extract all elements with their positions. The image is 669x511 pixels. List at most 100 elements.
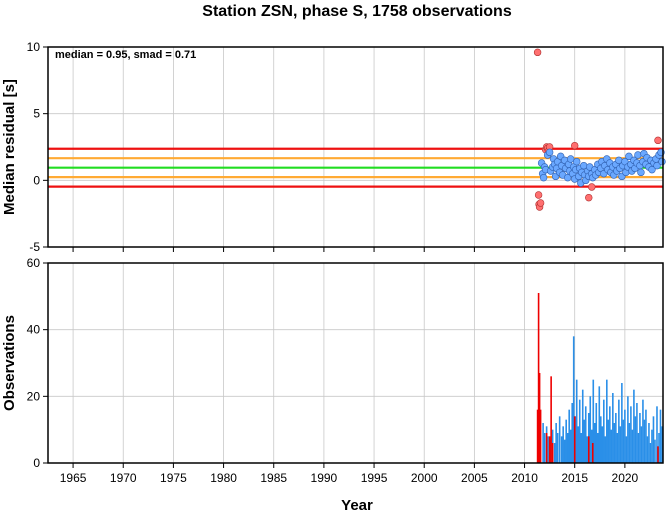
inlier-bar xyxy=(637,433,640,463)
x-tick-label: 1975 xyxy=(160,471,187,485)
inlier-bar xyxy=(603,399,605,463)
x-tick-label: 2005 xyxy=(461,471,488,485)
inlier-bar xyxy=(658,433,660,463)
y-tick-label: 0 xyxy=(33,173,40,187)
x-tick-label: 1980 xyxy=(210,471,237,485)
residual-y-axis-label: Median residual [s] xyxy=(1,79,18,215)
inlier-bar xyxy=(555,423,557,463)
outlier-point xyxy=(588,183,596,191)
inlier-bar xyxy=(566,433,569,463)
y-tick-label: 10 xyxy=(27,40,41,54)
inlier-bar xyxy=(656,406,658,463)
inlier-point xyxy=(648,165,656,174)
inlier-bar xyxy=(607,419,610,463)
inlier-bar xyxy=(661,426,663,463)
inlier-bar xyxy=(652,416,655,463)
inlier-bar xyxy=(589,396,592,463)
inlier-bar xyxy=(560,436,563,463)
y-tick-label: 60 xyxy=(27,256,41,270)
inlier-bar xyxy=(634,416,637,463)
inlier-bar xyxy=(593,423,596,463)
outlier-point xyxy=(534,191,543,199)
outlier-bar xyxy=(573,416,576,463)
inlier-bar xyxy=(648,423,650,463)
outlier-bar xyxy=(587,436,590,463)
inlier-bar xyxy=(621,383,623,463)
x-axis-label: Year xyxy=(341,497,373,511)
inlier-bar xyxy=(643,419,646,463)
inlier-bar xyxy=(595,403,598,463)
inlier-bar xyxy=(604,436,607,463)
inlier-bar xyxy=(572,336,575,463)
x-tick-label: 2015 xyxy=(561,471,588,485)
inlier-bar xyxy=(651,429,653,463)
inlier-bar xyxy=(558,416,561,463)
inlier-bar xyxy=(565,419,567,463)
inlier-bar xyxy=(575,379,578,463)
inlier-bar xyxy=(619,426,622,463)
inlier-bar xyxy=(625,436,628,463)
outlier-bar xyxy=(536,409,539,463)
y-tick-label: 20 xyxy=(27,389,41,403)
inlier-bar xyxy=(601,426,604,463)
inlier-bar xyxy=(578,399,581,463)
outlier-bar xyxy=(545,433,548,463)
inlier-bar xyxy=(577,426,580,463)
inlier-bar xyxy=(568,409,570,463)
outlier-bar xyxy=(539,409,542,463)
inlier-point xyxy=(563,173,572,182)
inlier-point xyxy=(625,152,633,161)
inlier-bar xyxy=(584,406,587,463)
outlier-point xyxy=(654,136,662,145)
inlier-bar xyxy=(640,426,643,463)
outlier-bar xyxy=(550,376,552,463)
inlier-bar xyxy=(609,406,611,463)
inlier-bar xyxy=(590,429,593,463)
x-tick-label: 1990 xyxy=(311,471,338,485)
inlier-bar xyxy=(616,433,619,463)
inlier-bar xyxy=(592,379,595,463)
inlier-bar xyxy=(639,413,641,463)
inlier-point xyxy=(566,155,575,163)
inlier-bar xyxy=(553,443,556,463)
inlier-bar xyxy=(547,436,549,463)
observations-axis-ticks: 1965 1970 1975 1980 1985 1990 1995 2000 2005 2010… xyxy=(27,256,639,485)
y-tick-label: 5 xyxy=(33,107,40,121)
outlier-bar xyxy=(591,443,594,463)
inlier-bar xyxy=(586,436,589,463)
inlier-bar xyxy=(562,426,564,463)
observations-y-axis-label: Observations xyxy=(1,315,18,411)
inlier-bar xyxy=(580,433,583,463)
x-tick-label: 1985 xyxy=(260,471,287,485)
y-tick-label: -5 xyxy=(29,240,40,254)
inlier-bar xyxy=(618,399,620,463)
inlier-bar xyxy=(628,423,631,463)
outlier-point xyxy=(585,193,593,202)
outlier-bar xyxy=(551,443,554,463)
observations-frame xyxy=(47,262,664,464)
inlier-bar xyxy=(581,389,584,463)
x-tick-label: 2020 xyxy=(612,471,639,485)
inlier-bar xyxy=(571,403,574,463)
inlier-point xyxy=(658,157,666,166)
outlier-bar xyxy=(538,373,541,463)
outlier-bar xyxy=(657,446,659,463)
inlier-points xyxy=(537,148,666,187)
inlier-bar xyxy=(599,416,602,463)
inlier-bar xyxy=(542,423,544,463)
inlier-point xyxy=(653,161,661,170)
inlier-point xyxy=(573,157,581,166)
outlier-bar xyxy=(548,436,551,463)
inlier-bar xyxy=(569,429,572,463)
inlier-bar xyxy=(631,429,634,463)
residual-grid xyxy=(48,46,663,248)
inlier-bar xyxy=(606,379,608,463)
chart-title: Station ZSN, phase S, 1758 observations xyxy=(202,3,512,20)
inlier-bar xyxy=(649,443,652,463)
inlier-bar xyxy=(645,409,647,463)
outlier-point xyxy=(533,48,542,57)
inlier-bar xyxy=(642,399,644,463)
inlier-bar xyxy=(624,409,626,463)
outlier-bars xyxy=(536,293,659,463)
